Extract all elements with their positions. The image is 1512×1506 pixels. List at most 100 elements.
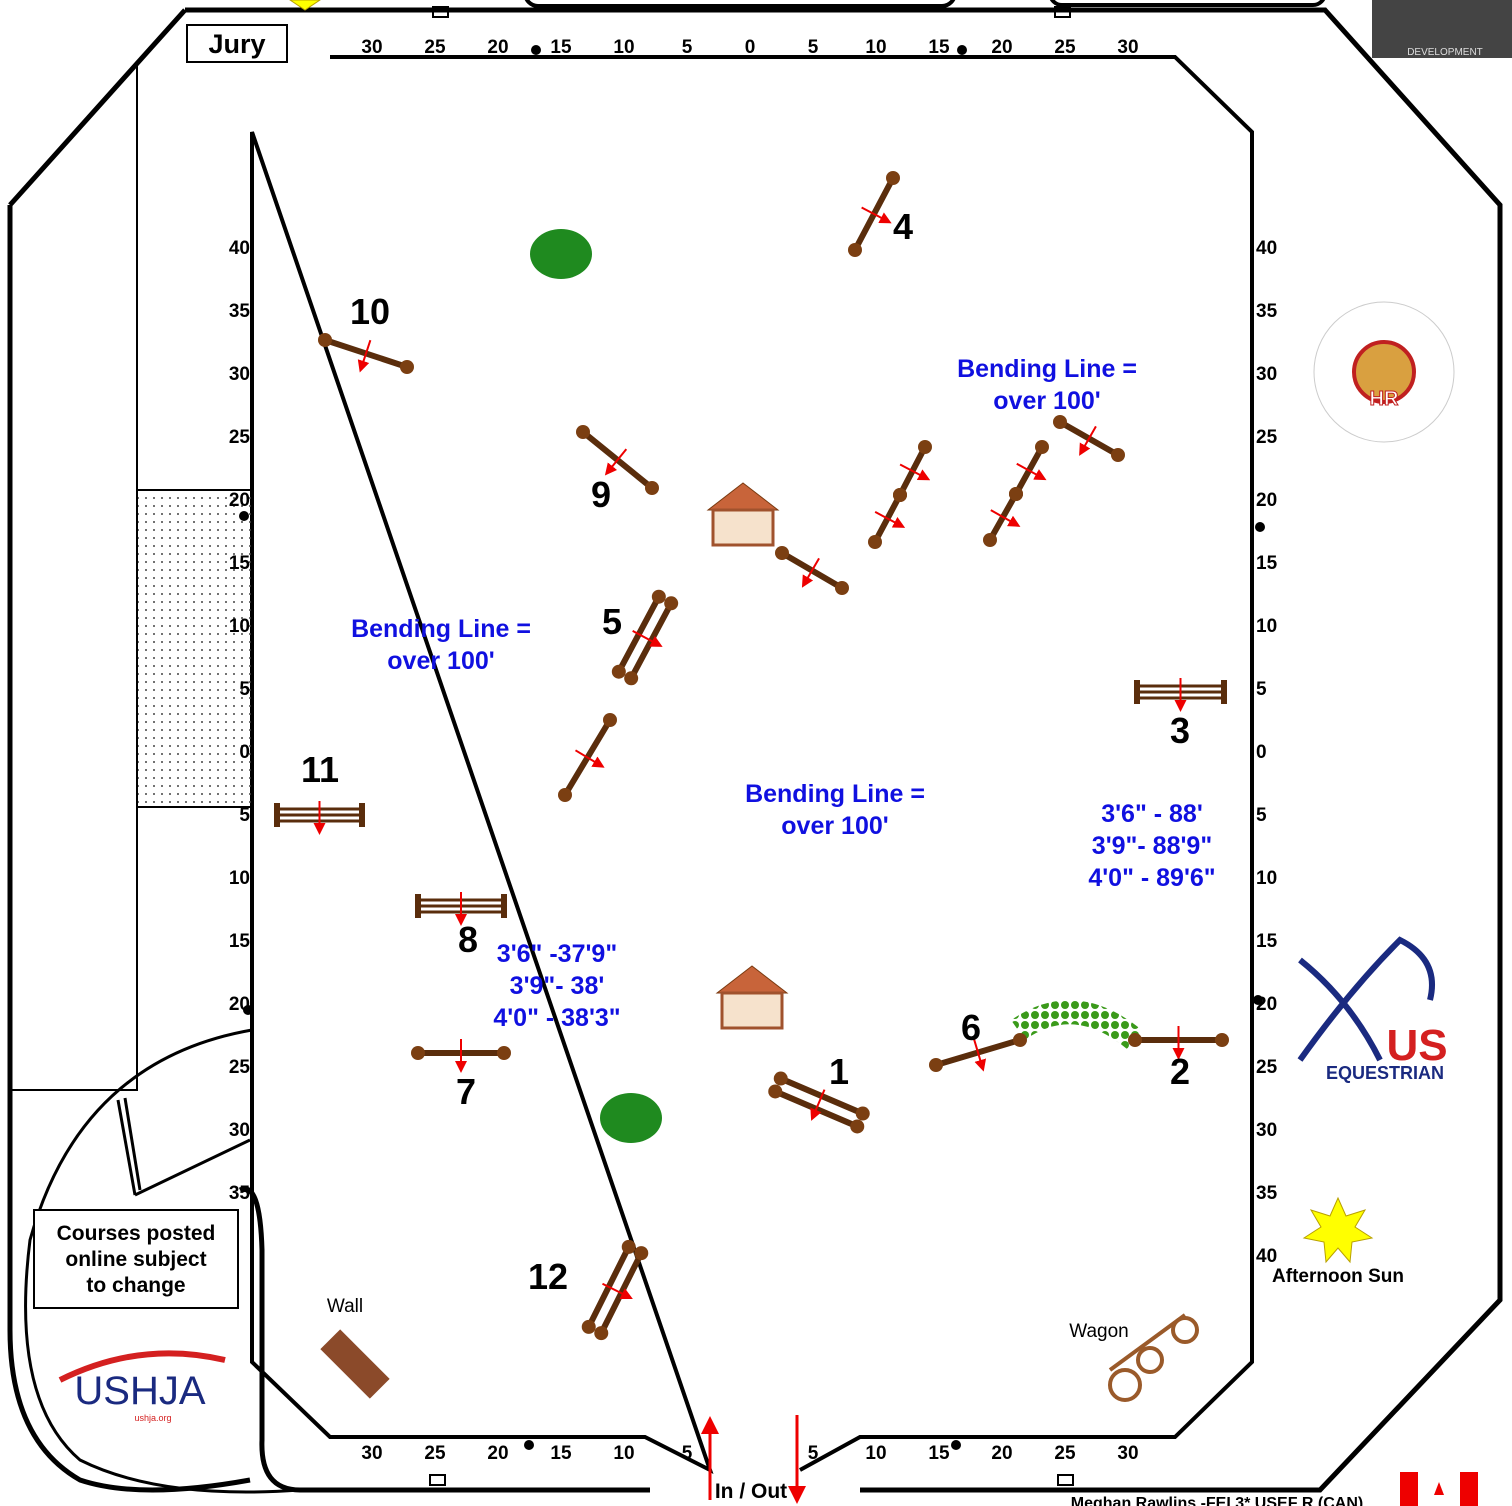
ruler-label: 30: [1256, 1120, 1277, 1141]
ruler-label: 35: [1256, 301, 1278, 322]
ruler-label: 30: [1117, 1443, 1138, 1464]
ruler-label: 20: [991, 1443, 1012, 1464]
ruler-label: 30: [361, 37, 382, 58]
ruler-label: 30: [1117, 37, 1138, 58]
standard: [651, 589, 666, 604]
gazebo: [706, 482, 780, 547]
standard: [929, 1058, 943, 1072]
bending-note: over 100': [387, 647, 494, 675]
wagon-icon: [1108, 1313, 1199, 1402]
direction-arrow: [632, 630, 663, 647]
standard: [1111, 448, 1125, 462]
ruler-label: 25: [1054, 37, 1076, 58]
ruler-label: 5: [239, 805, 250, 826]
ruler-label: 10: [613, 1443, 634, 1464]
sun-icon: [1302, 1196, 1374, 1264]
distance-note: 3'9"- 38': [510, 972, 605, 1000]
ruler-label: 15: [550, 1443, 572, 1464]
ruler-label: 15: [1256, 931, 1278, 952]
flower-bed: [600, 1093, 662, 1143]
ruler-label: 5: [682, 1443, 693, 1464]
direction-arrow: [1016, 462, 1047, 481]
direction-arrow: [801, 557, 820, 588]
direction-arrow: [1079, 425, 1097, 456]
fence-number: 3: [1170, 710, 1190, 751]
standard: [886, 171, 900, 185]
fence-number: 6: [961, 1007, 981, 1048]
ruler-label: 0: [745, 37, 756, 58]
standard: [603, 713, 617, 727]
direction-arrow: [990, 509, 1021, 527]
standard: [773, 1071, 788, 1086]
fence-number: 10: [350, 291, 390, 332]
ruler-label: 5: [239, 679, 250, 700]
notice-text: Courses posted: [57, 1222, 216, 1245]
logo-text: EQUESTRIAN: [1326, 1063, 1444, 1083]
jury-box: [186, 24, 288, 63]
ruler-label: 25: [1256, 427, 1278, 448]
ruler-label: 25: [229, 427, 251, 448]
standard: [1128, 1033, 1142, 1047]
ruler-label: 35: [229, 1183, 251, 1204]
fence: [893, 440, 932, 502]
fence: [1053, 415, 1125, 462]
jury-label: Jury: [208, 29, 265, 59]
ruler-label: 30: [229, 1120, 250, 1141]
ruler-label: 15: [1256, 553, 1278, 574]
standard: [835, 581, 849, 595]
fence: [848, 171, 900, 257]
ruler-label: 20: [487, 37, 508, 58]
ruler-label: 20: [1256, 490, 1277, 511]
standard: [400, 360, 414, 374]
distance-note: 3'6" -37'9": [497, 940, 617, 968]
wall-label: Wall: [327, 1296, 363, 1317]
fence-number: 2: [1170, 1051, 1190, 1092]
ruler-label: 25: [1054, 1443, 1076, 1464]
fence-number: 1: [829, 1051, 849, 1092]
sun-label: Afternoon Sun: [1272, 1266, 1404, 1287]
standard: [868, 535, 882, 549]
canada-flag: [1400, 1472, 1478, 1506]
ruler-label: 25: [1256, 1057, 1278, 1078]
ruler-label: 10: [1256, 868, 1277, 889]
bending-note: Bending Line =: [957, 355, 1137, 383]
fence: [775, 546, 849, 595]
wagon-label: Wagon: [1069, 1321, 1129, 1342]
ruler-label: 10: [865, 37, 886, 58]
development-logo: DEVELOPMENT: [1372, 0, 1512, 58]
hedge: [1011, 1000, 1143, 1050]
ruler-label: 5: [1256, 679, 1267, 700]
ruler-label: 20: [229, 994, 250, 1015]
ruler-label: 5: [682, 37, 693, 58]
ruler-label: 40: [1256, 1246, 1277, 1267]
ruler-label: 35: [1256, 1183, 1278, 1204]
ruler-label: 15: [928, 37, 950, 58]
usef-logo: US EQUESTRIAN: [1297, 936, 1448, 1083]
fence: [558, 713, 617, 802]
standard: [634, 1246, 649, 1261]
standard: [581, 1319, 596, 1334]
standard: [645, 481, 659, 495]
ruler-label: 30: [229, 364, 250, 385]
ruler-label: 10: [229, 616, 250, 637]
logo-text: ushja.org: [134, 1413, 171, 1423]
direction-arrow: [810, 1089, 826, 1121]
ruler-label: 20: [229, 490, 250, 511]
standard: [768, 1084, 783, 1099]
distance-note: 3'6" - 88': [1101, 800, 1203, 828]
standard: [983, 533, 997, 547]
dots: [239, 45, 1265, 1450]
bending-note: over 100': [781, 812, 888, 840]
fence-number: 12: [528, 1256, 568, 1297]
ruler-label: 5: [808, 37, 819, 58]
standard: [855, 1106, 870, 1121]
fence-number: 11: [301, 749, 339, 790]
logo-text: DEVELOPMENT: [1407, 47, 1483, 58]
gate-label: In / Out: [715, 1480, 787, 1503]
ruler-label: 15: [229, 931, 251, 952]
direction-arrow: [973, 1038, 987, 1072]
standard: [611, 664, 626, 679]
notice-box: [33, 1209, 239, 1309]
gazebo: [715, 965, 789, 1030]
